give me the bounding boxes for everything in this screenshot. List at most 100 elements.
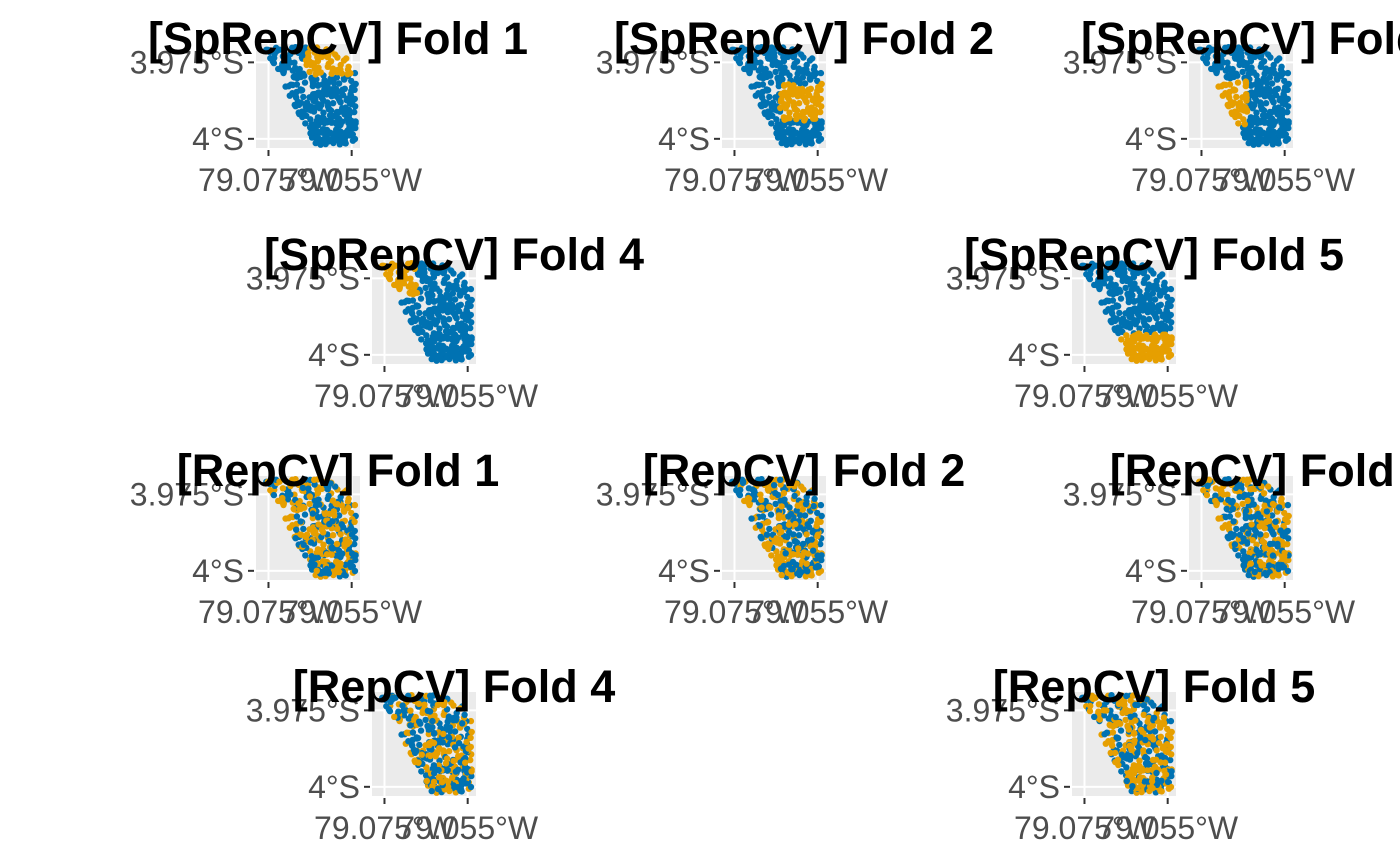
train-point [810,503,817,510]
train-point [430,730,438,737]
points [1079,260,1175,364]
test-point [333,540,341,548]
train-point [1281,77,1288,85]
train-point [773,44,780,52]
test-point [1151,347,1158,354]
x-tick-label: 79.075°W [664,594,806,630]
train-point [1167,302,1174,309]
train-point [432,269,439,276]
train-point [423,345,430,353]
y-tick-label: 4°S [1125,121,1177,157]
test-point [1242,82,1250,90]
train-point [348,77,355,85]
train-point [763,86,770,93]
train-point [1168,768,1175,775]
test-point [1219,92,1227,99]
train-point [275,65,282,73]
train-point [1212,60,1219,67]
train-point [467,302,474,309]
train-point [424,290,431,298]
train-point [456,273,464,280]
train-point [352,556,359,564]
train-point [1245,530,1252,537]
test-point [1249,537,1256,544]
y-tick-label: 4°S [192,553,244,589]
train-point [453,277,460,285]
train-point [1087,262,1094,270]
train-point [773,61,780,69]
train-point [1274,111,1281,118]
train-point [1123,777,1131,785]
test-point [1246,476,1254,483]
train-point [326,129,334,136]
train-point [1264,80,1271,87]
train-point [324,99,331,106]
test-point [290,505,297,512]
test-point [1118,336,1125,343]
train-point [1142,760,1150,767]
test-point [786,482,793,489]
train-point [1136,325,1143,332]
panel-title: [RepCV] Fold 5 [993,661,1316,712]
train-point [745,485,753,492]
train-point [1279,111,1286,118]
test-point [785,81,792,88]
train-point [806,57,814,64]
train-point [761,68,768,75]
train-point [339,105,346,112]
train-point [309,510,316,517]
train-point [1123,277,1130,285]
test-point [345,504,352,511]
train-point [1266,74,1274,81]
train-point [460,287,467,294]
train-point [808,536,815,543]
train-point [311,497,318,504]
train-point [1082,264,1090,272]
train-point [313,127,320,135]
test-point [463,738,470,746]
train-point [1263,508,1271,515]
test-point [1244,497,1251,504]
train-point [785,513,792,520]
train-point [293,513,301,520]
test-point [1232,113,1239,121]
train-point [1103,729,1111,736]
test-point [316,53,323,60]
test-point [1259,520,1266,528]
test-point [765,545,772,553]
train-point [351,567,359,575]
test-point [801,549,808,556]
test-point [1234,79,1242,86]
test-point [803,531,810,538]
train-point [302,101,309,109]
train-point [749,54,756,61]
test-point [1106,738,1114,745]
train-point [1250,136,1258,144]
train-point [284,496,292,503]
train-point [732,48,739,56]
train-point [1228,49,1235,56]
x-tick-label: 79.055°W [747,162,889,198]
x-tick-label: 79.075°W [1131,162,1273,198]
test-point [768,552,775,559]
train-point [434,317,441,325]
test-point [795,545,802,552]
test-point [817,108,824,116]
test-point [306,493,313,500]
test-point [313,567,320,574]
train-point [1225,496,1232,504]
train-point [422,284,429,292]
train-point [323,565,330,573]
train-point [1256,50,1263,57]
train-point [302,120,309,127]
test-point [1242,104,1249,111]
train-point [1249,53,1256,60]
test-point [780,489,788,497]
test-point [323,551,331,558]
train-point [433,352,441,360]
train-point [460,775,467,782]
test-point [1165,731,1172,739]
train-point [773,129,780,137]
test-point [1148,733,1156,741]
train-point [418,768,425,775]
